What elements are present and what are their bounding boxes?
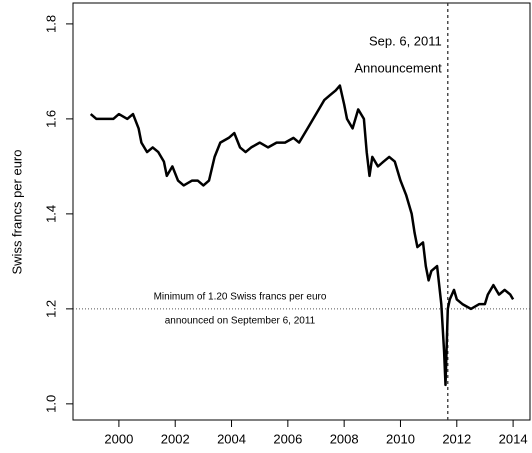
annotation: Minimum of 1.20 Swiss francs per euro [154,292,327,303]
x-tick-label: 2010 [386,431,415,446]
x-tick-label: 2002 [161,431,190,446]
annotation: announced on September 6, 2011 [165,316,316,327]
y-axis-label: Swiss francs per euro [9,150,24,275]
x-tick-label: 2004 [217,431,246,446]
plot-frame [72,2,531,421]
annotation: Announcement [354,60,442,75]
y-tick-label: 1.6 [43,110,58,128]
y-tick-label: 1.4 [43,205,58,223]
y-tick-label: 1.2 [43,300,58,318]
x-tick-label: 2000 [104,431,133,446]
y-tick-label: 1.8 [43,15,58,33]
y-tick-label: 1.0 [43,395,58,413]
x-tick-label: 2014 [499,431,528,446]
series-line [89,84,515,387]
x-tick-label: 2008 [330,431,359,446]
x-tick-label: 2006 [273,431,302,446]
annotation: Sep. 6, 2011 [369,33,442,48]
x-tick-label: 2012 [442,431,471,446]
